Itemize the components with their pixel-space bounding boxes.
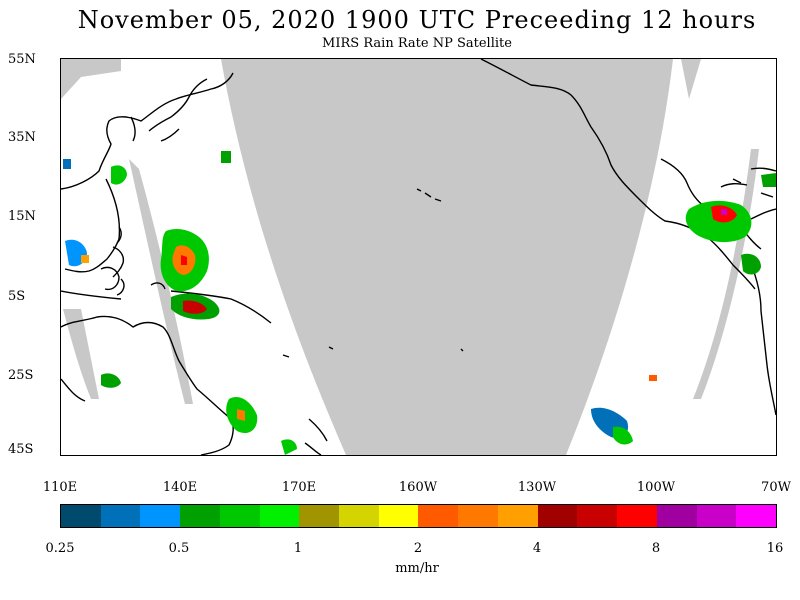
gray-swath-ne (681, 59, 701, 99)
colorbar-segment (656, 505, 697, 527)
colorbar-units: mm/hr (395, 561, 439, 576)
colorbar-segment (497, 505, 538, 527)
rain-patch-south-china (111, 165, 127, 185)
colorbar-segment (100, 505, 141, 527)
hawaii-islands (416, 188, 442, 202)
rain-patch-far-west (63, 159, 71, 169)
rain-patch-west-australia (101, 373, 121, 388)
new-zealand-coastline (304, 418, 328, 455)
rain-patch-new-guinea-core (183, 300, 207, 314)
lon-label-130w: 130W (517, 480, 557, 495)
colorbar-segment (418, 505, 459, 527)
coastlines (61, 59, 776, 455)
colorbar-segment (458, 505, 498, 527)
colorbar-tick-0-25: 0.25 (45, 541, 75, 556)
lat-label-35n: 35N (8, 130, 36, 145)
mexico-coastline (660, 158, 748, 208)
japan-coastline (130, 78, 208, 142)
colorbar-segment (180, 505, 220, 527)
colorbar-segment (577, 505, 618, 527)
rain-patch-east-pacific-1 (649, 375, 657, 381)
colorbar-segment (219, 505, 260, 527)
lat-label-55n: 55N (8, 52, 36, 67)
rain-patch-caribbean (761, 173, 776, 187)
colorbar-segment (339, 505, 379, 527)
south-america-coastline (750, 263, 776, 416)
colorbar-segment (537, 505, 578, 527)
australia-coastline (61, 315, 234, 455)
caribbean-coastline (732, 167, 776, 198)
rain-patch-philippines-peak (181, 255, 187, 265)
lon-label-160w: 160W (398, 480, 438, 495)
rain-patch-south-pacific-2 (613, 426, 633, 445)
rain-patch-coral-sea-core (237, 409, 245, 421)
map-canvas (61, 59, 776, 455)
lat-label-25s: 25S (8, 368, 34, 383)
rain-rate-map (60, 58, 777, 456)
colorbar-segment (259, 505, 300, 527)
pacific-islands (282, 346, 464, 358)
rain-patch-nz (281, 439, 297, 455)
lon-label-140e: 140E (162, 480, 198, 495)
colorbar-tick-16: 16 (766, 541, 784, 556)
map-subtitle: MIRS Rain Rate NP Satellite (322, 36, 512, 51)
gray-swath-central (221, 59, 673, 455)
lon-label-170e: 170E (281, 480, 317, 495)
rain-patch-sw-mexico (741, 253, 761, 275)
lon-label-70w: 70W (761, 480, 791, 495)
map-title: November 05, 2020 1900 UTC Preceeding 12… (77, 6, 757, 34)
colorbar-segment (61, 505, 101, 527)
lon-label-110e: 110E (42, 480, 78, 495)
colorbar-segment (378, 505, 419, 527)
philippines-coastline (112, 226, 125, 296)
colorbar-tick-4: 4 (532, 541, 542, 556)
indonesia-coastline (61, 266, 272, 324)
colorbar-tick-2: 2 (413, 541, 423, 556)
lon-label-100w: 100W (636, 480, 676, 495)
colorbar-tick-8: 8 (651, 541, 661, 556)
colorbar-segment (140, 505, 181, 527)
colorbar-segment (736, 505, 776, 527)
rain-rate-patches (63, 151, 776, 455)
rain-patch-micronesia (221, 151, 231, 163)
lat-label-45s: 45S (8, 442, 34, 457)
north-america-coastline (480, 59, 756, 290)
colorbar-segment (696, 505, 737, 527)
lat-label-15n: 15N (8, 209, 36, 224)
lat-label-5s: 5S (8, 289, 26, 304)
rain-patch-central-america-peak (721, 209, 727, 215)
asia-coastline (61, 72, 234, 273)
gray-swath-west-2 (63, 309, 99, 399)
colorbar-tick-1: 1 (293, 541, 303, 556)
rain-patch-borneo-core (81, 255, 89, 263)
rain-rate-colorbar (60, 504, 777, 528)
colorbar-segment (299, 505, 340, 527)
gray-swath-nw (61, 59, 121, 99)
colorbar-segment (617, 505, 657, 527)
gray-swath-west-1 (129, 159, 193, 404)
colorbar-tick-0-5: 0.5 (168, 541, 190, 556)
